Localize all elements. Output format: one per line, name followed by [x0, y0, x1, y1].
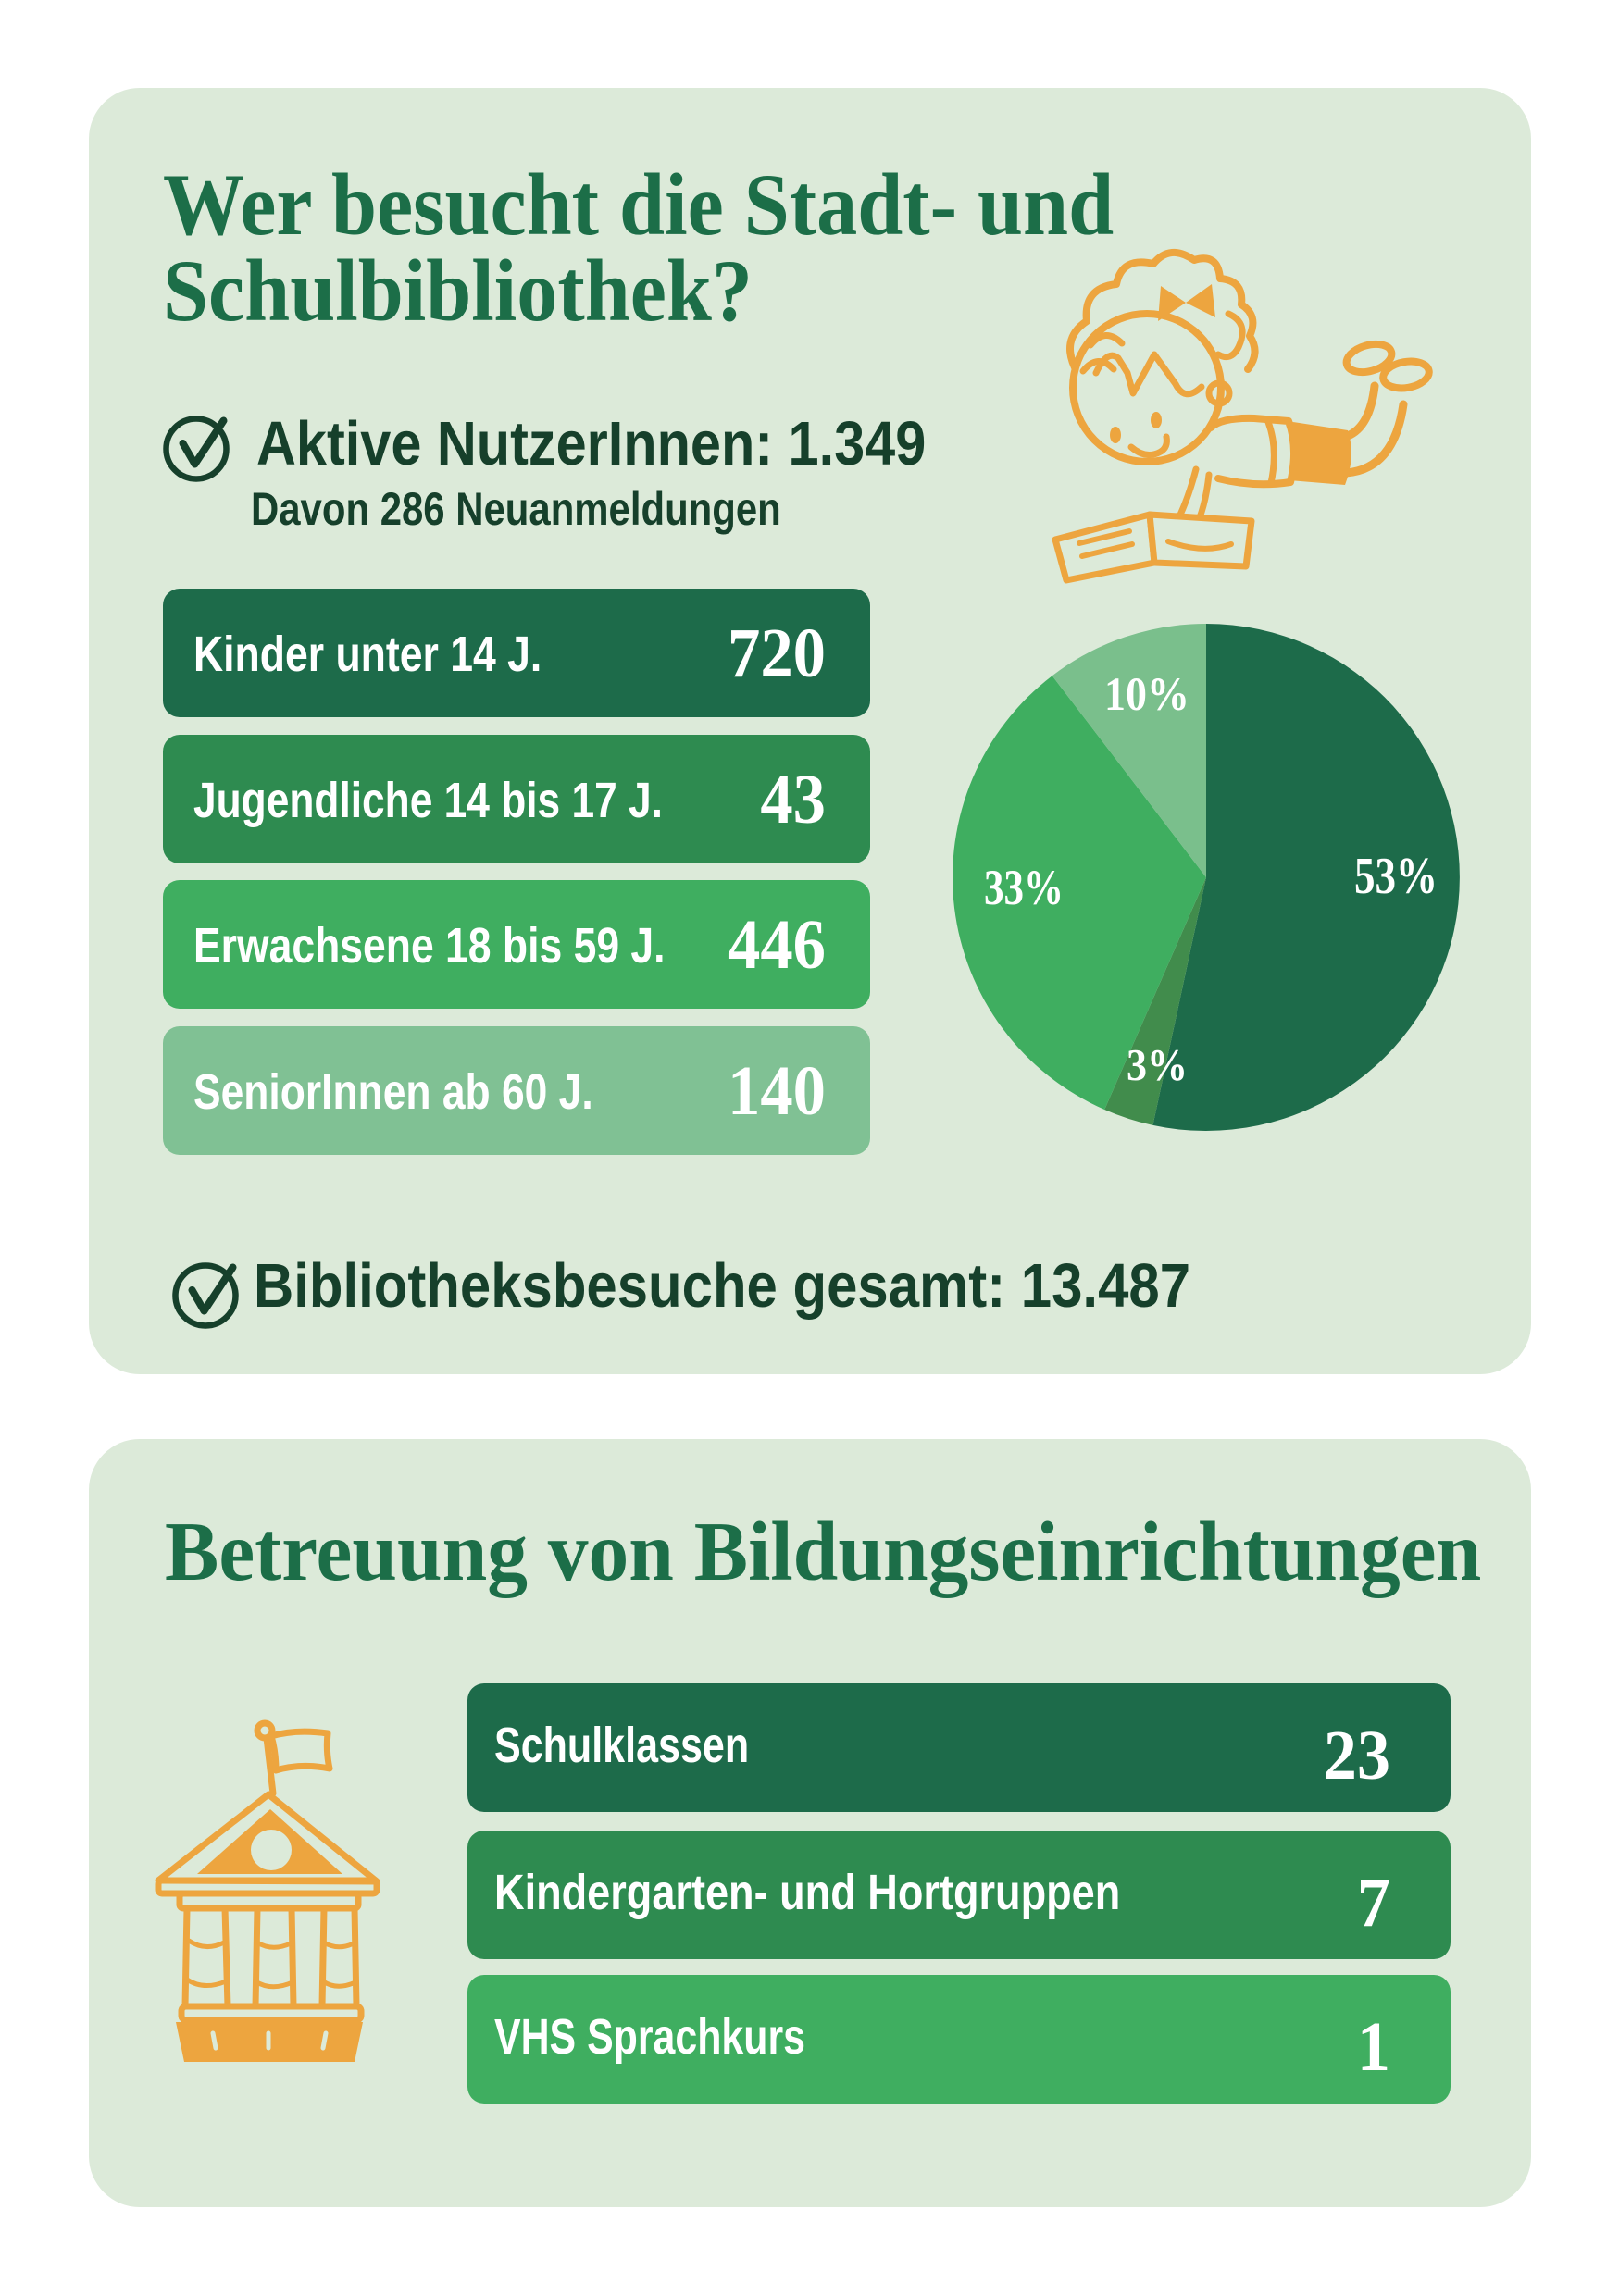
- svg-text:33%: 33%: [984, 860, 1064, 915]
- svg-text:53%: 53%: [1354, 848, 1438, 905]
- svg-text:3%: 3%: [1127, 1039, 1188, 1090]
- svg-text:10%: 10%: [1104, 669, 1189, 721]
